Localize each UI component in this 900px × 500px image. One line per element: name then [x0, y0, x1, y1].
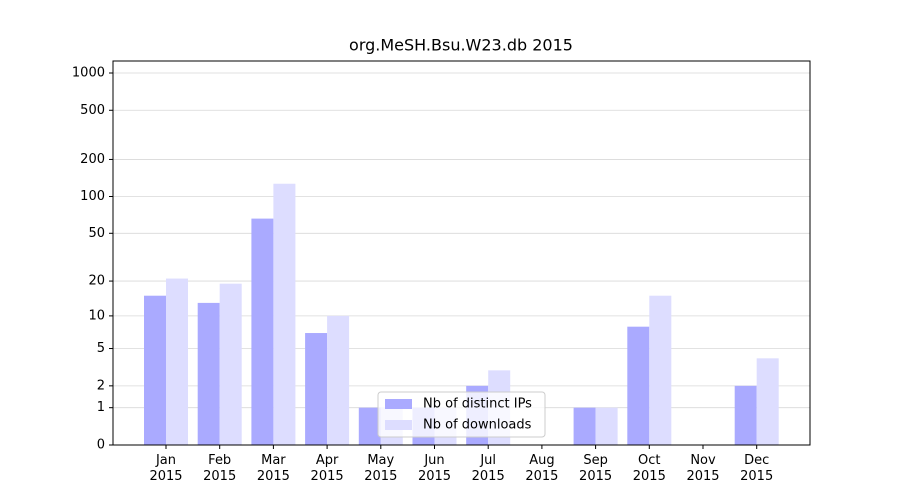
- bar: [627, 326, 650, 445]
- y-tick-label: 5: [97, 341, 105, 356]
- x-tick-label: Nov 2015: [686, 453, 720, 484]
- y-tick-label: 200: [80, 152, 105, 167]
- y-tick-label: 10: [88, 308, 105, 323]
- bar: [327, 315, 350, 445]
- x-tick-label: May 2015: [364, 453, 398, 484]
- bar: [197, 302, 220, 445]
- x-tick-label: Feb 2015: [203, 453, 237, 484]
- plot-frame: [112, 60, 811, 446]
- bar: [649, 295, 672, 445]
- y-tick-label: 50: [88, 226, 105, 241]
- bar: [358, 407, 381, 445]
- x-tick-label: Aug 2015: [525, 453, 559, 484]
- bar: [144, 295, 166, 445]
- chart-title: org.MeSH.Bsu.W23.db 2015: [349, 36, 573, 55]
- bar: [734, 385, 757, 445]
- x-tick-label: Dec 2015: [740, 453, 774, 484]
- y-tick-label: 20: [88, 274, 105, 289]
- legend-box: [377, 391, 546, 438]
- legend-label: Nb of distinct IPs: [423, 397, 532, 412]
- bar: [305, 333, 328, 445]
- x-tick-label: Sep 2015: [579, 453, 613, 484]
- bar: [573, 407, 596, 445]
- bar: [251, 218, 274, 445]
- x-tick-label: Jul 2015: [471, 453, 505, 484]
- legend-label: Nb of downloads: [423, 418, 532, 433]
- x-tick-label: Oct 2015: [632, 453, 666, 484]
- y-tick-label: 1000: [72, 66, 105, 81]
- y-tick-label: 100: [80, 189, 105, 204]
- legend: Nb of distinct IPs Nb of downloads: [377, 391, 546, 438]
- y-tick-label: 0: [97, 438, 105, 453]
- x-tick-label: Apr 2015: [310, 453, 344, 484]
- x-tick-label: Jun 2015: [417, 453, 452, 484]
- legend-swatch: [385, 399, 412, 409]
- y-tick-label: 1: [97, 400, 105, 415]
- y-tick-label: 500: [80, 103, 105, 118]
- x-tick-label: Jan 2015: [149, 453, 183, 484]
- bar: [273, 183, 296, 446]
- bar: [595, 407, 618, 445]
- bar: [756, 358, 779, 445]
- bar: [219, 283, 242, 445]
- x-tick-label: Mar 2015: [256, 453, 290, 484]
- bar: [166, 278, 188, 445]
- legend-swatch: [385, 420, 412, 430]
- y-tick-label: 2: [97, 378, 105, 393]
